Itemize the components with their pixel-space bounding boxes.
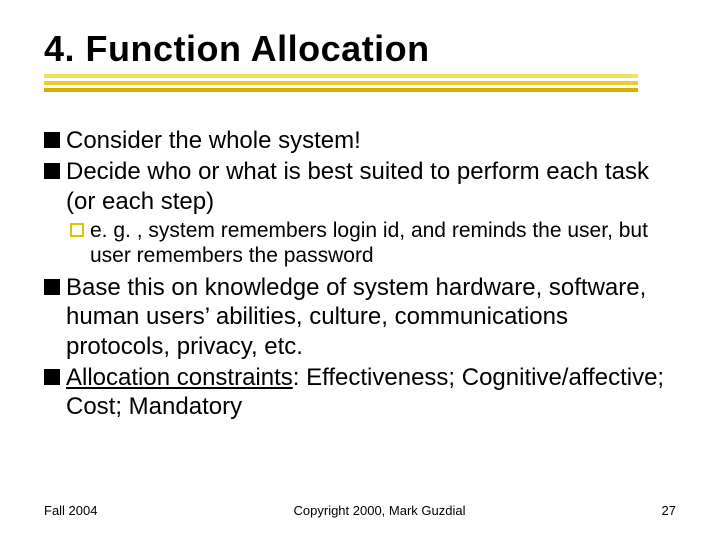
underline-stripe <box>44 74 638 78</box>
underline-stripe <box>44 88 638 92</box>
bullet-level1: Decide who or what is best suited to per… <box>44 157 676 216</box>
slide-title: 4. Function Allocation <box>44 28 676 70</box>
bullet-level1: Allocation constraints: Effectiveness; C… <box>44 363 676 422</box>
bullet-text: Allocation constraints: Effectiveness; C… <box>66 363 676 422</box>
bullet-text: Decide who or what is best suited to per… <box>66 157 676 216</box>
slide: 4. Function Allocation Consider the whol… <box>0 0 720 540</box>
square-outline-icon <box>70 223 84 237</box>
underline-stripe <box>44 81 638 85</box>
square-filled-icon <box>44 279 60 295</box>
title-underline <box>44 74 638 100</box>
footer-center: Copyright 2000, Mark Guzdial <box>97 503 661 518</box>
bullet-level1: Consider the whole system! <box>44 126 676 155</box>
square-filled-icon <box>44 163 60 179</box>
bullet-level1: Base this on knowledge of system hardwar… <box>44 273 676 361</box>
bullet-list: Consider the whole system!Decide who or … <box>44 126 676 421</box>
square-filled-icon <box>44 132 60 148</box>
bullet-text: Consider the whole system! <box>66 126 676 155</box>
bullet-text: Base this on knowledge of system hardwar… <box>66 273 676 361</box>
footer-right-page-number: 27 <box>662 503 676 518</box>
square-filled-icon <box>44 369 60 385</box>
bullet-text: e. g. , system remembers login id, and r… <box>90 218 676 269</box>
footer-left: Fall 2004 <box>44 503 97 518</box>
slide-footer: Fall 2004 Copyright 2000, Mark Guzdial 2… <box>44 503 676 518</box>
bullet-level2: e. g. , system remembers login id, and r… <box>70 218 676 269</box>
